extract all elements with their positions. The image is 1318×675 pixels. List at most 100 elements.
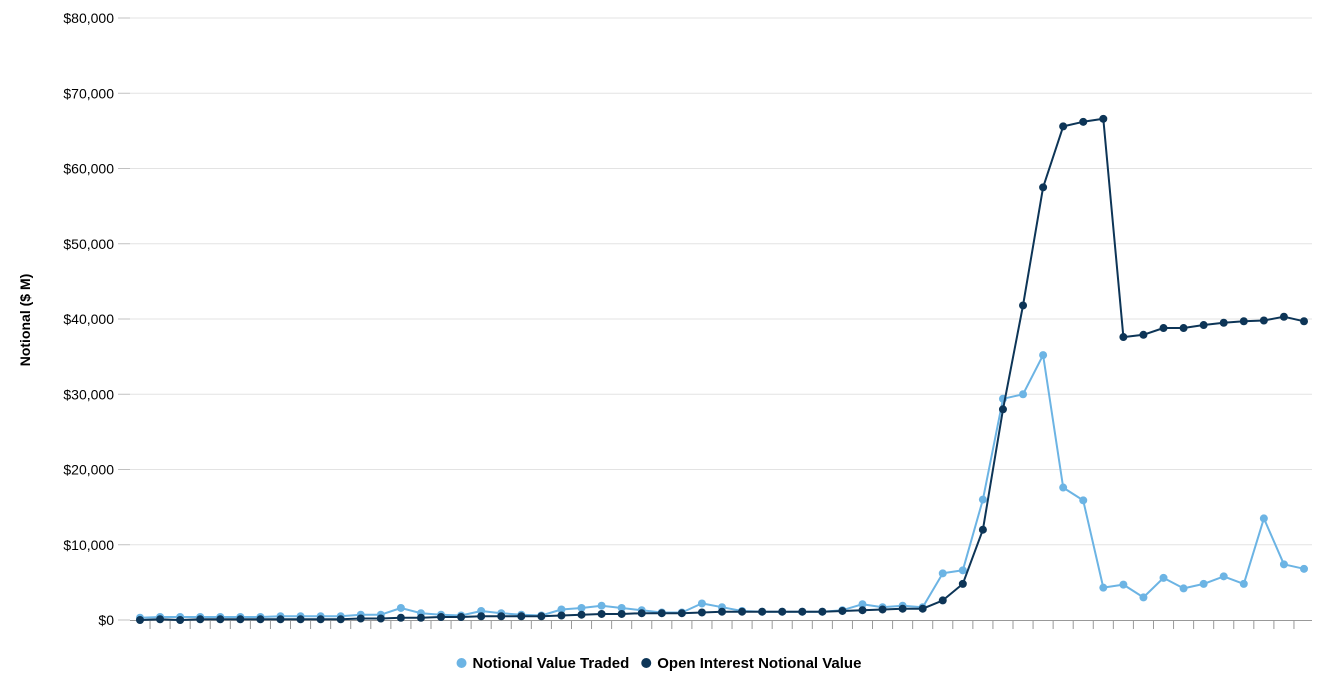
data-point[interactable] bbox=[1199, 321, 1208, 330]
data-point[interactable] bbox=[1059, 483, 1068, 492]
data-point[interactable] bbox=[1259, 514, 1268, 523]
data-point[interactable] bbox=[437, 612, 446, 621]
data-point[interactable] bbox=[376, 614, 385, 623]
data-point[interactable] bbox=[657, 609, 666, 618]
data-point[interactable] bbox=[718, 607, 726, 616]
data-point[interactable] bbox=[938, 569, 947, 578]
data-point[interactable] bbox=[697, 599, 706, 608]
data-point[interactable] bbox=[1159, 324, 1168, 333]
data-point[interactable] bbox=[316, 615, 325, 624]
data-point[interactable] bbox=[1119, 333, 1128, 342]
data-point[interactable] bbox=[1139, 330, 1148, 339]
data-point[interactable] bbox=[1119, 580, 1128, 589]
data-point[interactable] bbox=[1279, 560, 1288, 569]
data-point[interactable] bbox=[1300, 317, 1308, 326]
series-open-interest-notional-value bbox=[136, 114, 1308, 624]
data-point[interactable] bbox=[918, 604, 927, 613]
data-point[interactable] bbox=[1239, 317, 1248, 326]
data-point[interactable] bbox=[577, 603, 586, 612]
data-point[interactable] bbox=[1079, 117, 1088, 126]
data-point[interactable] bbox=[838, 606, 847, 615]
data-point[interactable] bbox=[1219, 318, 1228, 327]
data-point[interactable] bbox=[236, 615, 245, 624]
data-point[interactable] bbox=[998, 405, 1007, 414]
data-point[interactable] bbox=[1179, 324, 1188, 333]
data-point[interactable] bbox=[978, 525, 987, 534]
data-point[interactable] bbox=[356, 614, 365, 623]
data-point[interactable] bbox=[858, 606, 867, 615]
y-axis-title: Notional ($ M) bbox=[17, 274, 33, 367]
data-point[interactable] bbox=[1199, 579, 1208, 588]
data-point[interactable] bbox=[557, 605, 566, 614]
data-point[interactable] bbox=[697, 608, 706, 617]
data-point[interactable] bbox=[1219, 572, 1228, 581]
data-point[interactable] bbox=[396, 603, 405, 612]
data-point[interactable] bbox=[196, 615, 205, 624]
data-point[interactable] bbox=[738, 607, 747, 616]
legend[interactable]: Notional Value Traded Open Interest Notio… bbox=[456, 655, 862, 672]
data-point[interactable] bbox=[597, 601, 606, 610]
data-point[interactable] bbox=[778, 607, 787, 616]
data-point[interactable] bbox=[958, 579, 967, 588]
data-point[interactable] bbox=[1139, 593, 1148, 602]
data-point[interactable] bbox=[457, 612, 466, 621]
data-point[interactable] bbox=[978, 495, 987, 504]
data-point[interactable] bbox=[677, 609, 686, 618]
data-point[interactable] bbox=[1019, 301, 1028, 310]
data-point[interactable] bbox=[1099, 114, 1108, 123]
data-point[interactable] bbox=[216, 615, 225, 624]
data-point[interactable] bbox=[938, 596, 947, 605]
data-point[interactable] bbox=[296, 615, 305, 624]
legend-marker[interactable] bbox=[456, 658, 467, 668]
series-notional-value-traded bbox=[136, 351, 1308, 622]
data-point[interactable] bbox=[898, 604, 907, 613]
data-point[interactable] bbox=[577, 610, 586, 619]
data-point[interactable] bbox=[517, 612, 526, 621]
data-point[interactable] bbox=[637, 609, 646, 618]
data-point[interactable] bbox=[1079, 496, 1088, 505]
data-point[interactable] bbox=[396, 613, 405, 622]
data-point[interactable] bbox=[758, 607, 767, 616]
data-point[interactable] bbox=[276, 615, 285, 624]
data-point[interactable] bbox=[1179, 584, 1188, 593]
y-tick-label: $40,000 bbox=[63, 311, 114, 327]
data-point[interactable] bbox=[597, 609, 606, 618]
legend-label[interactable]: Open Interest Notional Value bbox=[657, 655, 861, 672]
data-point[interactable] bbox=[497, 612, 506, 621]
data-point[interactable] bbox=[958, 566, 967, 575]
data-point[interactable] bbox=[336, 615, 345, 624]
data-point[interactable] bbox=[1019, 390, 1028, 399]
data-point[interactable] bbox=[136, 616, 144, 624]
axes: $0 $10,000 $20,000 $30,000 $40,000 $50,000 $60… bbox=[63, 10, 1312, 629]
data-point[interactable] bbox=[878, 605, 887, 614]
data-point[interactable] bbox=[176, 616, 185, 624]
data-point[interactable] bbox=[1259, 316, 1268, 325]
data-point[interactable] bbox=[798, 607, 807, 616]
data-point[interactable] bbox=[1279, 312, 1288, 321]
data-point[interactable] bbox=[617, 603, 626, 612]
data-point[interactable] bbox=[537, 612, 546, 621]
y-tick-label: $50,000 bbox=[63, 236, 114, 252]
data-point[interactable] bbox=[1099, 583, 1108, 592]
gridlines bbox=[130, 17, 1312, 546]
data-point[interactable] bbox=[858, 600, 867, 609]
y-tick-label: $10,000 bbox=[63, 537, 114, 553]
data-point[interactable] bbox=[256, 615, 265, 624]
data-point[interactable] bbox=[1039, 183, 1048, 192]
data-point[interactable] bbox=[156, 615, 165, 624]
legend-label[interactable]: Notional Value Traded bbox=[473, 655, 630, 672]
y-tick-label: $30,000 bbox=[63, 386, 114, 402]
data-point[interactable] bbox=[818, 607, 827, 616]
data-point[interactable] bbox=[416, 613, 425, 622]
data-point[interactable] bbox=[557, 611, 566, 620]
data-point[interactable] bbox=[1059, 122, 1068, 131]
legend-marker[interactable] bbox=[641, 658, 652, 668]
data-point[interactable] bbox=[1300, 564, 1308, 573]
data-point[interactable] bbox=[1239, 579, 1248, 588]
data-point[interactable] bbox=[1039, 351, 1048, 360]
data-point[interactable] bbox=[477, 612, 486, 621]
y-tick-label: $0 bbox=[98, 612, 114, 628]
data-point[interactable] bbox=[617, 609, 626, 618]
data-point[interactable] bbox=[1159, 573, 1168, 582]
